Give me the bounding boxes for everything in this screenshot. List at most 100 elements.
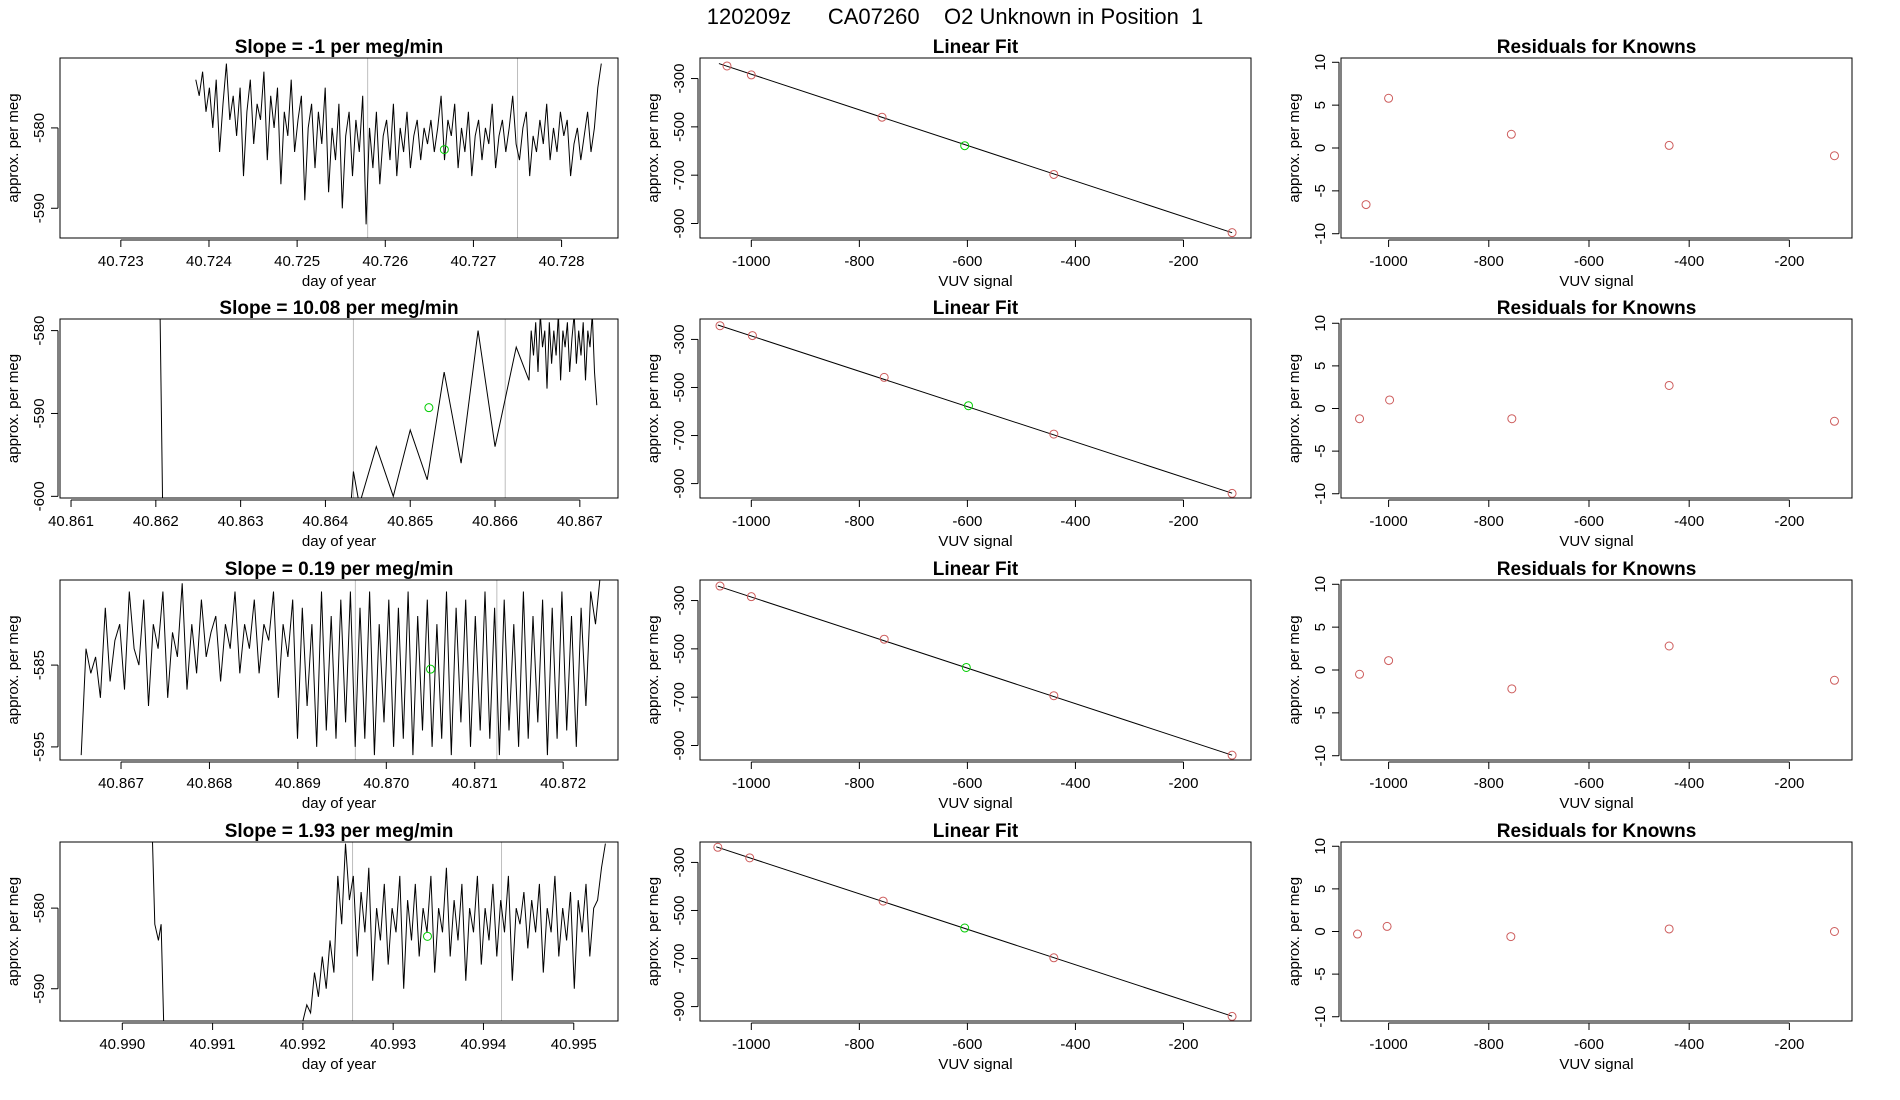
x-tick-label: -400	[1674, 775, 1704, 792]
x-tick-label: 40.992	[280, 1036, 326, 1053]
x-axis-label: day of year	[302, 1056, 376, 1073]
panel-title: Slope = -1 per meg/min	[235, 37, 444, 58]
x-axis-label: day of year	[302, 273, 376, 290]
plot-frame	[1340, 318, 1853, 499]
fit-line	[718, 63, 1233, 234]
plot-frame	[699, 57, 1252, 239]
y-tick-label: -10	[1312, 223, 1329, 245]
panel-title: Residuals for Knowns	[1497, 559, 1697, 580]
x-tick-label: 40.725	[274, 253, 320, 270]
unknown-point	[424, 403, 434, 413]
y-axis-label: approx. per meg	[645, 615, 662, 724]
y-tick-label: -300	[671, 324, 688, 354]
x-axis-label: VUV signal	[938, 795, 1012, 812]
y-tick-label: -700	[671, 421, 688, 451]
x-tick-label: -600	[952, 775, 982, 792]
residual-point	[1361, 200, 1371, 210]
y-axis-label: approx. per meg	[5, 93, 22, 202]
x-tick-label: 40.995	[551, 1036, 597, 1053]
plot-frame	[699, 318, 1252, 499]
x-tick-label: -400	[1674, 513, 1704, 530]
x-tick-label: 40.872	[540, 775, 586, 792]
x-tick-label: -600	[1574, 775, 1604, 792]
x-tick-label: -800	[844, 513, 874, 530]
x-tick-label: -600	[952, 513, 982, 530]
panel-title: Residuals for Knowns	[1497, 37, 1697, 58]
x-tick-label: -1000	[1369, 513, 1407, 530]
x-tick-label: -200	[1774, 253, 1804, 270]
residual-point	[1382, 921, 1392, 931]
x-tick-label: -600	[1574, 1036, 1604, 1053]
y-tick-label: -300	[671, 847, 688, 877]
y-tick-label: -10	[1312, 1006, 1329, 1028]
y-tick-label: 5	[1312, 623, 1329, 631]
known-point	[722, 61, 732, 71]
residual-point	[1384, 93, 1394, 103]
y-tick-label: -595	[31, 732, 48, 762]
y-tick-label: -585	[31, 650, 48, 680]
y-tick-label: -500	[671, 372, 688, 402]
x-tick-label: -1000	[732, 513, 770, 530]
x-tick-label: -800	[844, 253, 874, 270]
x-tick-label: -400	[1060, 513, 1090, 530]
plot-frame	[59, 579, 619, 761]
plot-frame	[1340, 579, 1853, 761]
residual-point	[1664, 641, 1674, 651]
known-point	[746, 592, 756, 602]
y-axis-label: approx. per meg	[1286, 615, 1303, 724]
y-tick-label: -500	[671, 634, 688, 664]
plot-area	[715, 321, 1237, 498]
x-tick-label: 40.864	[302, 513, 348, 530]
known-point	[1049, 429, 1059, 439]
x-axis-label: VUV signal	[1559, 795, 1633, 812]
unknown-point	[961, 662, 971, 672]
unknown-point	[960, 141, 970, 151]
known-point	[1227, 1011, 1237, 1021]
residual-point	[1384, 656, 1394, 666]
residual-point	[1664, 140, 1674, 150]
y-tick-label: -580	[31, 316, 48, 346]
plot-area	[713, 842, 1237, 1021]
y-tick-label: -5	[1312, 184, 1329, 197]
y-axis-label: approx. per meg	[5, 877, 22, 986]
panel-title: Linear Fit	[933, 37, 1019, 58]
x-tick-label: -1000	[1369, 775, 1407, 792]
residual-point	[1507, 684, 1517, 694]
known-point	[1049, 169, 1059, 179]
known-point	[715, 321, 725, 331]
x-tick-label: -400	[1060, 775, 1090, 792]
y-tick-label: -580	[31, 893, 48, 923]
x-tick-label: 40.865	[387, 513, 433, 530]
x-axis-label: VUV signal	[1559, 1056, 1633, 1073]
y-tick-label: -500	[671, 112, 688, 142]
chart-panel: Linear Fit -1000 -800 -600 -400 -200 VUV signa…	[645, 821, 1252, 1073]
known-point	[745, 853, 755, 863]
panel-title: Linear Fit	[933, 298, 1019, 319]
y-tick-label: 10	[1312, 315, 1329, 332]
y-tick-label: 0	[1312, 144, 1329, 152]
y-tick-label: -700	[671, 160, 688, 190]
y-tick-label: -10	[1312, 745, 1329, 767]
plot-frame	[1340, 841, 1853, 1022]
x-tick-label: -800	[844, 775, 874, 792]
residual-point	[1355, 669, 1365, 679]
y-tick-label: -580	[31, 113, 48, 143]
unknown-point	[439, 145, 449, 155]
known-point	[1049, 691, 1059, 701]
residual-point	[1385, 395, 1395, 405]
x-tick-label: 40.723	[98, 253, 144, 270]
x-tick-label: -400	[1060, 1036, 1090, 1053]
y-tick-label: -590	[31, 398, 48, 428]
residual-point	[1829, 927, 1839, 936]
plot-area	[718, 61, 1237, 238]
x-tick-label: -200	[1774, 1036, 1804, 1053]
y-tick-label: -5	[1312, 444, 1329, 457]
plot-area	[715, 581, 1237, 760]
y-axis-label: approx. per meg	[1286, 93, 1303, 202]
y-axis-label: approx. per meg	[1286, 877, 1303, 986]
y-tick-label: 0	[1312, 404, 1329, 412]
y-axis-label: approx. per meg	[1286, 354, 1303, 463]
plot-frame	[699, 841, 1252, 1022]
chart-panel: Residuals for Knowns -1000 -800 -600 -400 -20…	[1286, 298, 1853, 550]
x-tick-label: -600	[1574, 253, 1604, 270]
